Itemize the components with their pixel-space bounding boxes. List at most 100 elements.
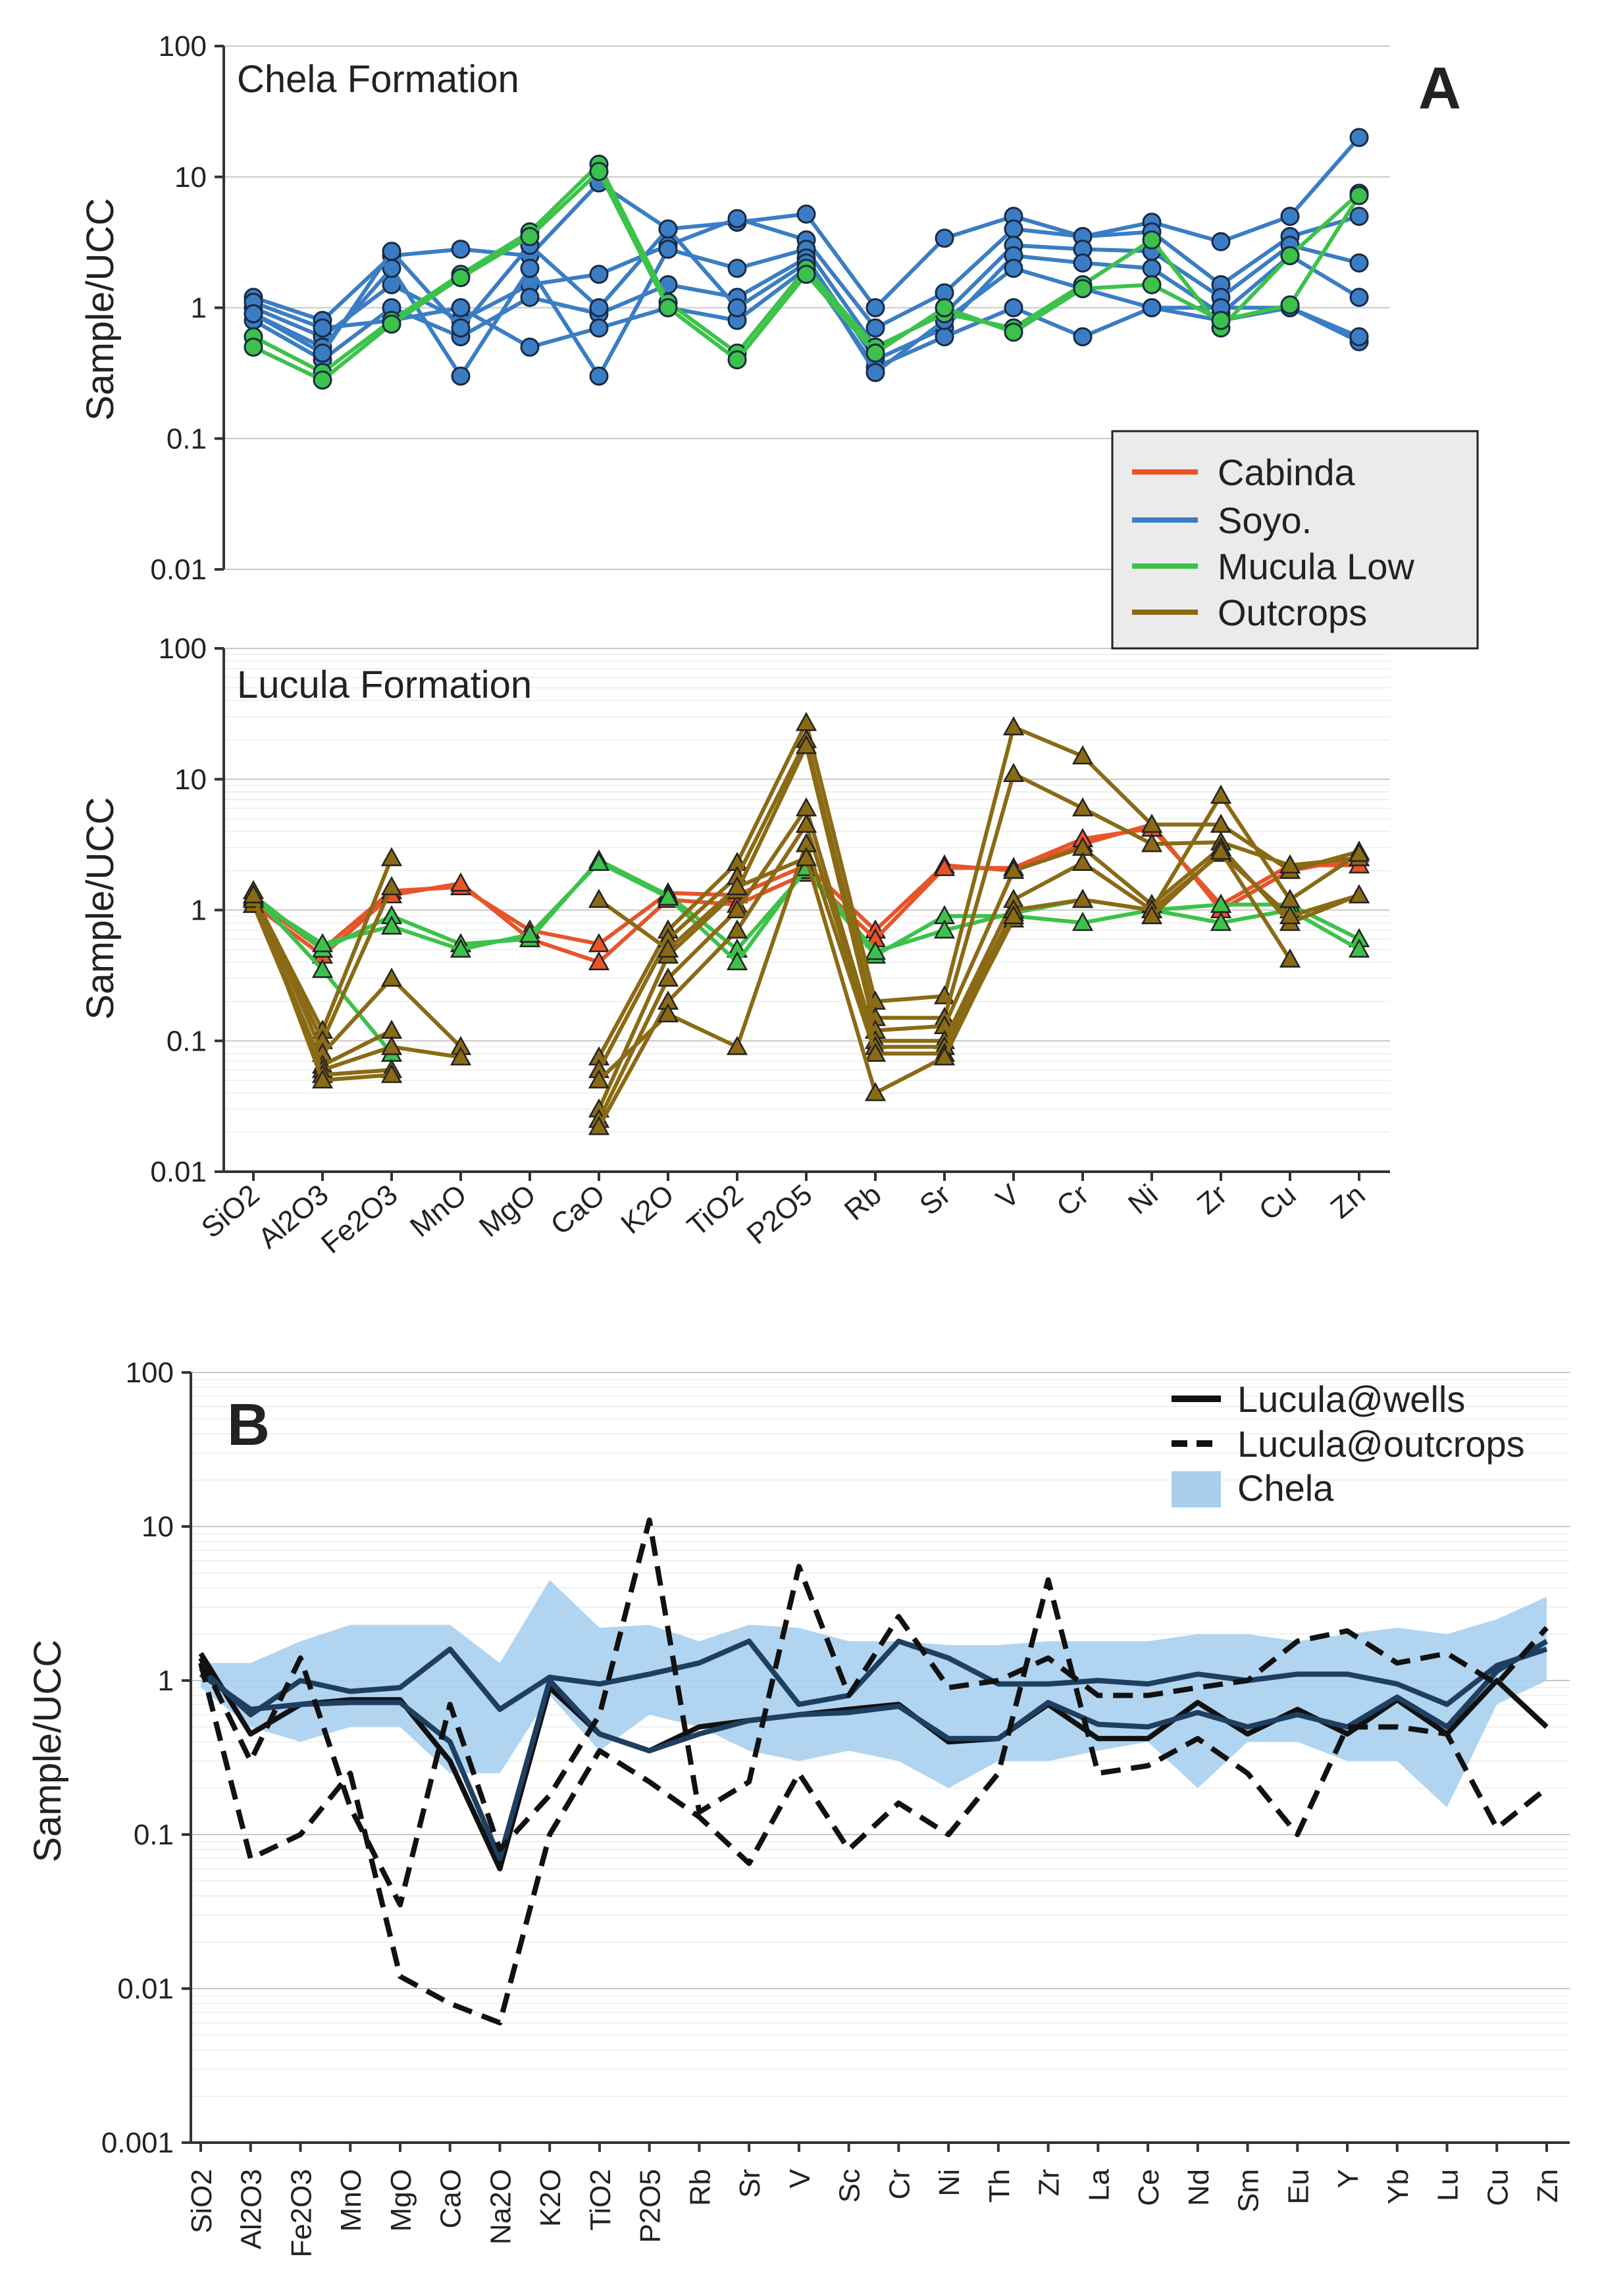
data-point [1349, 128, 1369, 147]
data-point [244, 304, 263, 324]
data-point [451, 268, 471, 288]
data-point [1004, 219, 1023, 239]
data-point [588, 889, 610, 908]
x-tick-label: Fe2O3 [285, 2169, 317, 2258]
x-tick-label: Eu [1282, 2169, 1314, 2205]
legend-chela-label: Chela [1237, 1467, 1334, 1509]
data-point [451, 318, 471, 338]
y-tick-label: 1 [191, 292, 207, 325]
data-point [380, 875, 403, 895]
x-tick-label: P2O5 [634, 2169, 667, 2243]
data-point [588, 1069, 610, 1089]
data-point [1141, 814, 1163, 833]
panel-b-legend: Lucula@wells Lucula@outcrops Chela [1172, 1378, 1525, 1509]
x-tick-label: MgO [385, 2169, 417, 2231]
panel-a-top-ylabel: Sample/UCC [79, 198, 122, 421]
data-point [726, 951, 748, 971]
data-point [242, 884, 265, 904]
data-point [657, 886, 679, 906]
data-point [589, 366, 609, 386]
x-tick-label: Th [983, 2169, 1016, 2203]
x-tick-label: Sr [734, 2169, 766, 2198]
data-point [1002, 860, 1025, 879]
data-point [657, 1003, 679, 1023]
data-point [795, 847, 817, 866]
series-mucula-low [242, 852, 1370, 971]
data-point [380, 847, 403, 866]
x-tick-label: La [1083, 2168, 1115, 2201]
data-point [450, 938, 472, 958]
data-point [796, 265, 816, 284]
series-line [597, 793, 1360, 1128]
x-tick-label: Cu [1482, 2169, 1514, 2206]
data-point [1349, 288, 1369, 307]
data-point [933, 1046, 956, 1066]
data-point [727, 259, 747, 278]
y-tick-label: 0.001 [101, 2127, 174, 2159]
x-tick-label: Ce [1133, 2169, 1165, 2206]
data-point [1349, 253, 1369, 273]
series-outcrops [242, 847, 1025, 1101]
series-line [597, 806, 1360, 1121]
data-point [933, 856, 956, 876]
data-point [1004, 259, 1023, 278]
legend-soyo-label: Soyo. [1218, 500, 1312, 541]
data-point [1002, 762, 1025, 782]
data-point [1142, 298, 1162, 317]
panel-b-chart: 100 10 1 0.1 0.01 0.001 SiO2 Al2O3 Fe2O3 MnO MgO C… [26, 1357, 1570, 2258]
x-tick-label: K2O [534, 2169, 567, 2227]
data-point [589, 162, 609, 182]
y-tick-label: 1 [191, 895, 207, 927]
data-point [1071, 912, 1094, 931]
data-point [935, 327, 954, 347]
x-tick-label: Yb [1382, 2169, 1414, 2205]
data-point [313, 318, 332, 338]
data-point [1279, 889, 1301, 908]
data-point [1210, 841, 1232, 860]
data-point [796, 204, 816, 224]
y-tick-label: 10 [174, 764, 207, 796]
data-point [311, 958, 334, 978]
data-point [1073, 278, 1093, 298]
data-point [588, 852, 610, 872]
data-point [1211, 311, 1231, 330]
data-point [1142, 230, 1162, 249]
data-point [865, 343, 885, 363]
data-point [1004, 298, 1023, 317]
data-point [1142, 275, 1162, 295]
data-point [726, 875, 748, 895]
data-point [1210, 785, 1232, 804]
x-tick-label: Ni [933, 2169, 966, 2197]
data-point [380, 1035, 403, 1055]
data-point [311, 933, 334, 952]
data-point [1142, 259, 1162, 278]
data-point [380, 915, 403, 935]
x-tick-label: Zn [1532, 2169, 1564, 2203]
chela-formation-title: Chela Formation [237, 58, 519, 101]
series-line [198, 1517, 1549, 1908]
series-lucula-wells [199, 1638, 1549, 1862]
data-point [382, 314, 401, 334]
data-point [1073, 253, 1093, 273]
data-point [1280, 207, 1300, 226]
series-line [597, 744, 1360, 1110]
data-point [1348, 843, 1370, 862]
data-point [520, 259, 540, 278]
data-point [313, 370, 332, 390]
data-point [1073, 327, 1093, 347]
data-point [865, 363, 885, 382]
x-tick-label: Na2O [484, 2169, 517, 2245]
data-point [1348, 938, 1370, 958]
data-point [865, 298, 885, 317]
data-point [450, 1046, 472, 1066]
data-point [658, 219, 678, 239]
data-point [450, 872, 472, 892]
x-tick-label: Rb [684, 2169, 716, 2206]
data-point [311, 1069, 334, 1089]
data-point [1279, 948, 1301, 968]
data-point [380, 967, 403, 987]
data-point [1004, 323, 1023, 342]
data-point [657, 938, 679, 958]
data-point [727, 350, 747, 370]
